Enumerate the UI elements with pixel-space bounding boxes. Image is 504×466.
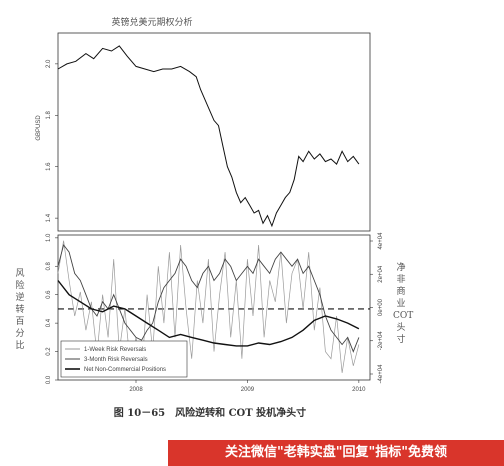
legend: 1-Week Risk Reversals 3-Month Risk Rever…: [60, 340, 188, 378]
bottom-y-tick-label: 0.2: [46, 347, 52, 356]
right-y-tick-label: 0e+00: [378, 298, 384, 316]
legend-label-1week: 1-Week Risk Reversals: [84, 347, 146, 353]
x-tick-label: 2010: [352, 387, 366, 393]
bottom-y-tick-label: 0.6: [46, 290, 52, 299]
series-1week-risk-reversals: [57, 240, 360, 373]
left-axis-label: 风险逆转百分比: [15, 269, 25, 351]
bottom-y-tick-label: 0.0: [46, 375, 52, 384]
top-plot-frame: [57, 32, 371, 232]
bottom-y-tick-label: 1.0: [46, 233, 52, 242]
gbpusd-line: [57, 45, 360, 228]
top-y-axis-label: GBPUSD: [36, 115, 42, 141]
right-y-tick-label: 2e+04: [378, 265, 384, 283]
top-y-tick-label: 2.0: [46, 59, 52, 68]
promo-banner: 关注微信"老韩实盘"回复"指标"免费领: [168, 440, 504, 466]
right-y-tick-label: -2e+04: [378, 331, 384, 351]
bottom-y-tick-label: 0.4: [46, 318, 52, 327]
chart-figure: 英镑兑美元期权分析 GBPUSD 1.41.61.82.0 0.00.20.40…: [36, 16, 384, 393]
figure-caption: 图 10－65 风险逆转和 COT 投机净头寸: [113, 408, 307, 419]
series-net-noncommercial: [57, 280, 360, 347]
top-y-ticks: 1.4 1.6 1.8 2.0: [46, 59, 58, 222]
right-y-tick-label: -4e+04: [378, 364, 384, 384]
bottom-x-ticks: 2008 2009 2010: [129, 380, 366, 393]
top-y-tick-label: 1.6: [46, 162, 52, 171]
right-y-tick-label: 4e+04: [378, 232, 384, 250]
bottom-right-y-ticks: -4e+04 -2e+04 0e+00 2e+04 4e+04: [370, 232, 384, 384]
bottom-y-tick-label: 0.8: [46, 261, 52, 270]
x-tick-label: 2008: [129, 387, 143, 393]
legend-label-3month: 3-Month Risk Reversals: [84, 357, 148, 363]
x-tick-label: 2009: [241, 387, 255, 393]
bottom-left-y-ticks: 0.0 0.2 0.4 0.6 0.8 1.0: [46, 233, 58, 384]
legend-label-cot: Net Non-Commercial Positions: [84, 367, 166, 373]
chart-title: 英镑兑美元期权分析: [111, 16, 192, 28]
top-y-tick-label: 1.4: [46, 213, 52, 222]
top-y-tick-label: 1.8: [46, 110, 52, 119]
right-axis-label: 净非商业COT头寸: [393, 263, 414, 345]
